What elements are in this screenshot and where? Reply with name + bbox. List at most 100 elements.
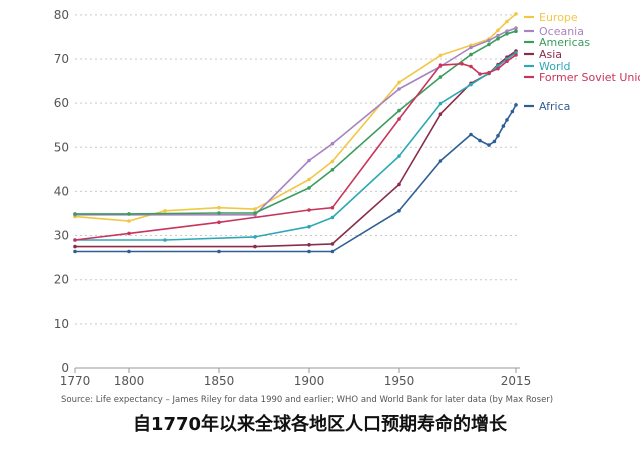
data-point-europe bbox=[496, 28, 500, 33]
data-point-world bbox=[330, 215, 335, 220]
y-tick-label: 60 bbox=[54, 96, 69, 110]
y-tick-label: 70 bbox=[54, 52, 69, 66]
data-point-world bbox=[438, 101, 443, 106]
data-point-americas bbox=[438, 75, 443, 79]
y-tick-label: 20 bbox=[54, 273, 69, 287]
series-line-europe bbox=[74, 13, 517, 222]
data-point-africa bbox=[514, 103, 518, 107]
data-point-former-soviet-union bbox=[469, 64, 473, 69]
series-line-world bbox=[75, 52, 517, 241]
data-point-oceania bbox=[397, 87, 401, 91]
data-point-oceania bbox=[514, 26, 518, 30]
series-line-africa bbox=[75, 104, 517, 253]
legend-label-africa: Africa bbox=[539, 100, 570, 113]
data-point-africa bbox=[217, 249, 221, 254]
data-point-africa bbox=[492, 139, 497, 144]
data-point-world bbox=[469, 82, 473, 87]
data-point-europe bbox=[307, 177, 311, 182]
data-point-europe bbox=[397, 80, 401, 85]
data-point-world bbox=[496, 64, 500, 68]
data-point-americas bbox=[127, 212, 131, 216]
y-tick-label: 40 bbox=[54, 184, 69, 198]
chart-caption: 自1770年以来全球各地区人口预期寿命的增长 bbox=[132, 414, 508, 435]
data-point-africa bbox=[397, 209, 401, 213]
data-point-americas bbox=[217, 211, 221, 215]
data-point-asia bbox=[330, 242, 335, 246]
data-point-americas bbox=[253, 211, 257, 215]
data-point-africa bbox=[438, 159, 443, 163]
data-point-americas bbox=[73, 212, 77, 216]
y-tick-label: 50 bbox=[54, 140, 69, 154]
series-lines bbox=[73, 12, 518, 254]
data-point-world bbox=[307, 224, 311, 229]
data-point-former-soviet-union bbox=[307, 208, 311, 212]
data-point-oceania bbox=[496, 33, 500, 38]
legend-label-former-soviet-union: Former Soviet Union bbox=[539, 71, 640, 84]
data-point-world bbox=[253, 235, 257, 239]
data-point-asia bbox=[438, 112, 443, 116]
data-point-oceania bbox=[487, 38, 491, 43]
data-point-africa bbox=[501, 124, 506, 128]
data-point-africa bbox=[127, 249, 131, 254]
data-point-former-soviet-union bbox=[487, 70, 491, 75]
data-point-asia bbox=[397, 182, 401, 187]
x-tick-label: 2015 bbox=[501, 374, 532, 388]
data-point-former-soviet-union bbox=[514, 53, 518, 57]
data-point-europe bbox=[127, 219, 131, 223]
data-point-americas bbox=[397, 108, 401, 113]
data-point-asia bbox=[307, 243, 311, 247]
data-point-americas bbox=[469, 52, 473, 57]
data-point-americas bbox=[514, 29, 518, 33]
data-point-europe bbox=[438, 53, 443, 58]
data-point-former-soviet-union bbox=[330, 205, 335, 210]
y-tick-label: 30 bbox=[54, 229, 69, 243]
legend-label-americas: Americas bbox=[539, 36, 590, 49]
data-point-africa bbox=[330, 249, 335, 254]
data-point-americas bbox=[487, 42, 491, 47]
y-tick-label: 80 bbox=[54, 8, 69, 22]
data-point-americas bbox=[330, 168, 335, 172]
data-point-former-soviet-union bbox=[505, 59, 509, 63]
data-point-europe bbox=[163, 209, 167, 213]
data-point-africa bbox=[478, 138, 482, 143]
legend-label-oceania: Oceania bbox=[539, 25, 584, 38]
data-point-africa bbox=[307, 249, 311, 254]
x-tick-label: 1900 bbox=[294, 374, 325, 388]
legend-label-europe: Europe bbox=[539, 11, 578, 24]
data-point-oceania bbox=[330, 141, 335, 146]
data-point-africa bbox=[496, 134, 500, 138]
x-tick-label: 1950 bbox=[384, 374, 415, 388]
data-point-africa bbox=[510, 109, 515, 114]
y-tick-label: 10 bbox=[54, 317, 69, 331]
x-tick-label: 1850 bbox=[204, 374, 235, 388]
data-point-asia bbox=[73, 244, 77, 249]
data-point-former-soviet-union bbox=[217, 220, 221, 225]
data-point-europe bbox=[330, 159, 335, 164]
axes: 0 10 20 30 40 50 60 70 80 1770 1800 1850 1900 1950 201… bbox=[54, 8, 532, 388]
data-point-africa bbox=[487, 143, 491, 147]
data-point-former-soviet-union bbox=[127, 231, 131, 236]
data-point-europe bbox=[253, 207, 257, 211]
x-tick-label: 1770 bbox=[60, 374, 91, 388]
data-point-asia bbox=[253, 244, 257, 249]
data-point-americas bbox=[505, 32, 509, 36]
data-point-former-soviet-union bbox=[460, 62, 464, 66]
data-point-former-soviet-union bbox=[397, 117, 401, 121]
data-point-former-soviet-union bbox=[478, 72, 482, 76]
data-point-oceania bbox=[505, 29, 509, 33]
data-point-americas bbox=[307, 186, 311, 190]
data-point-africa bbox=[469, 132, 473, 137]
data-point-world bbox=[397, 154, 401, 158]
data-point-world bbox=[163, 238, 167, 242]
data-point-former-soviet-union bbox=[438, 63, 443, 67]
data-point-africa bbox=[505, 118, 509, 122]
gridlines bbox=[75, 14, 520, 325]
legend-label-world: World bbox=[539, 60, 571, 73]
data-point-africa bbox=[73, 249, 77, 254]
data-point-americas bbox=[496, 36, 500, 41]
x-tick-label: 1800 bbox=[114, 374, 145, 388]
legend-label-asia: Asia bbox=[539, 48, 562, 61]
data-point-former-soviet-union bbox=[496, 66, 500, 71]
